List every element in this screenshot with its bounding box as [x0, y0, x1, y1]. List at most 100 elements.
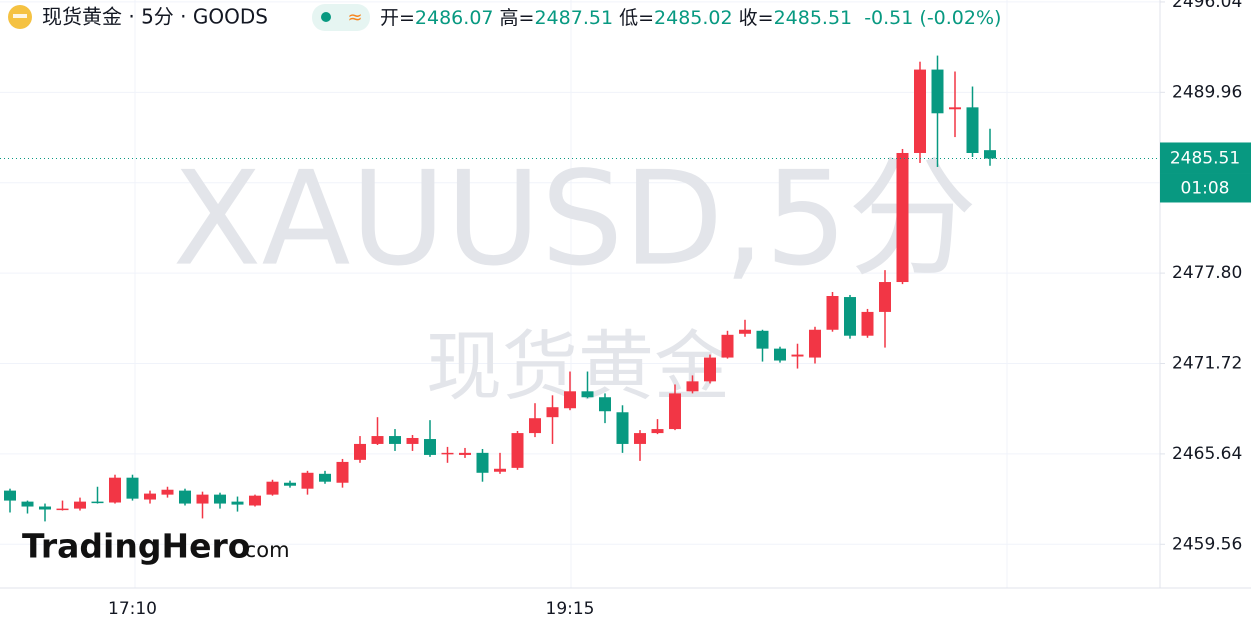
candle-body: [599, 397, 611, 412]
candle-wick: [44, 503, 46, 522]
symbol-icon-bar: [13, 14, 27, 18]
candle-body: [476, 452, 489, 473]
candle-body: [704, 357, 716, 382]
candle-body: [739, 329, 751, 334]
candle-body: [179, 490, 191, 504]
candle-wick: [201, 491, 204, 519]
high-label: 高=: [500, 7, 535, 29]
candle-wick: [9, 488, 11, 513]
candle-body: [774, 348, 786, 361]
candle-body: [354, 443, 366, 460]
candle-body: [651, 429, 664, 434]
candle-wick: [989, 128, 991, 166]
logo-suffix: .com: [238, 538, 290, 562]
candle-body: [949, 107, 961, 110]
candle-wick: [26, 500, 29, 514]
candle-wick: [744, 319, 746, 337]
candle-body: [896, 152, 909, 283]
candle-body: [861, 311, 874, 336]
candles: [4, 55, 996, 522]
watermark: XAUUSD,5分: [173, 143, 978, 295]
change-percent: (-0.02%): [919, 7, 1001, 29]
candle-body: [301, 472, 314, 489]
ohlc-legend: 开=2486.07 高=2487.51 低=2485.02 收=2485.51 …: [380, 7, 1001, 29]
candle-wick: [639, 430, 641, 461]
status-pill: [312, 4, 370, 31]
status-dot: [321, 12, 331, 22]
candle-body: [564, 391, 576, 409]
candle-body: [546, 407, 559, 418]
y-tick-label: 2489.96: [1172, 82, 1242, 102]
candle-body: [809, 329, 821, 358]
candle-body: [844, 297, 856, 336]
candle-body: [196, 494, 209, 504]
candle-body: [319, 473, 331, 482]
low-label: 低=: [619, 7, 654, 29]
close-value: 2485.51: [774, 7, 853, 29]
candle-body: [931, 69, 944, 114]
candle-wick: [499, 452, 501, 474]
status-icon: ≈: [347, 7, 362, 28]
candle-body: [231, 501, 244, 505]
open-value: 2486.07: [415, 7, 494, 29]
logo-name: TradingHero: [22, 527, 250, 566]
candle-body: [74, 501, 86, 509]
candle-body: [161, 489, 174, 495]
candle-wick: [96, 486, 99, 504]
y-tick-label: 2496.04: [1172, 0, 1242, 12]
candle-body: [879, 282, 891, 312]
candle-body: [266, 481, 279, 495]
y-axis: 2459.562465.642471.722477.802483.882489.…: [1160, 0, 1242, 554]
y-tick-label: 2471.72: [1172, 354, 1242, 374]
candle-body: [914, 69, 926, 153]
candle-body: [406, 437, 419, 444]
candle-wick: [61, 500, 64, 511]
candle-body: [249, 495, 261, 506]
candle-body: [529, 418, 541, 434]
candle-body: [459, 452, 471, 455]
candle-body: [511, 433, 524, 468]
candle-body: [756, 330, 769, 349]
candle-body: [494, 468, 506, 472]
candle-body: [966, 107, 979, 153]
last-price-box: [1160, 142, 1251, 174]
candle-wick: [954, 71, 956, 138]
candle-body: [634, 433, 646, 444]
candle-body: [441, 452, 454, 455]
y-tick-label: 2477.80: [1172, 263, 1242, 283]
close-label: 收=: [739, 7, 774, 29]
candle-body: [284, 482, 296, 486]
candle-body: [424, 439, 436, 455]
change: -0.51: [864, 7, 913, 29]
watermark-subtitle: 现货黄金: [426, 322, 730, 411]
candle-wick: [429, 420, 431, 457]
candle-body: [791, 354, 804, 357]
candle-body: [126, 477, 139, 499]
high-value: 2487.51: [534, 7, 613, 29]
candle-body: [144, 493, 156, 500]
grid: [0, 0, 1160, 588]
candle-wick: [551, 395, 554, 444]
symbol-title: 现货黄金 · 5分 · GOODS: [42, 5, 268, 29]
x-tick-label: 19:15: [546, 599, 595, 619]
candle-body: [686, 381, 699, 392]
candle-body: [91, 501, 104, 504]
candle-body: [984, 150, 996, 159]
y-tick-label: 2465.64: [1172, 444, 1242, 464]
candle-body: [4, 490, 16, 501]
candle-wick: [569, 371, 571, 411]
candle-body: [109, 477, 121, 503]
candle-wick: [586, 371, 589, 399]
candle-body: [21, 501, 34, 507]
candle-body: [39, 506, 51, 510]
countdown-label: 01:08: [1181, 178, 1230, 198]
candle-wick: [376, 417, 379, 445]
candle-body: [721, 334, 734, 358]
x-tick-label: 17:10: [108, 599, 157, 619]
candle-body: [336, 461, 349, 483]
y-tick-label: 2459.56: [1172, 534, 1242, 554]
candle-wick: [656, 419, 659, 435]
candle-body: [56, 508, 69, 511]
candle-body: [214, 494, 226, 504]
